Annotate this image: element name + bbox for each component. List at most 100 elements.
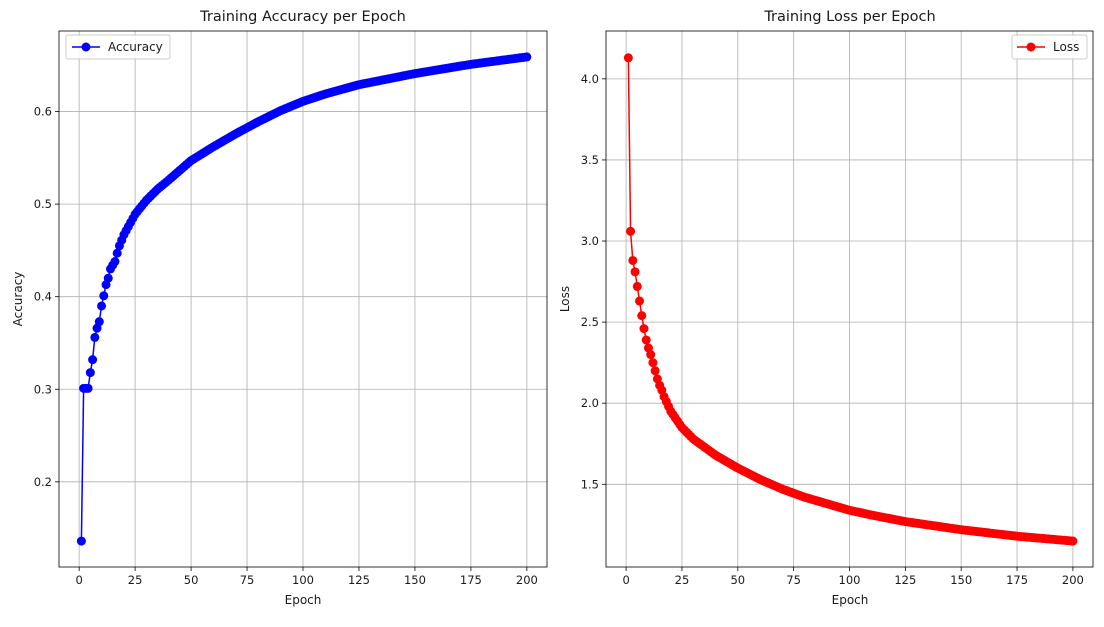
loss-y-tick: 3.5 xyxy=(581,153,606,167)
accuracy-x-tick-label: 100 xyxy=(292,573,314,587)
accuracy-y-tick-label: 0.6 xyxy=(34,105,52,119)
loss-y-ticks: 1.5 2.0 2.5 3.0 3.5 4.0 xyxy=(581,72,606,491)
accuracy-data-point xyxy=(85,368,95,378)
accuracy-data-point xyxy=(94,317,104,327)
accuracy-legend-box xyxy=(65,34,171,60)
loss-data-point xyxy=(628,255,638,265)
loss-y-tick: 1.5 xyxy=(581,477,606,491)
loss-data-point xyxy=(623,53,633,63)
loss-x-tick-label: 125 xyxy=(894,573,916,587)
loss-x-tick-label: 200 xyxy=(1062,573,1084,587)
accuracy-y-tick: 0.3 xyxy=(34,382,59,396)
accuracy-series xyxy=(76,52,532,546)
accuracy-x-tick-label: 25 xyxy=(128,573,143,587)
accuracy-data-point xyxy=(522,52,532,62)
loss-x-tick: 200 xyxy=(1062,567,1084,587)
accuracy-data-point xyxy=(97,301,107,311)
loss-y-tick-label: 1.5 xyxy=(581,477,599,491)
accuracy-y-tick-label: 0.3 xyxy=(34,382,52,396)
accuracy-data-point xyxy=(99,291,109,301)
loss-x-tick: 125 xyxy=(894,567,916,587)
accuracy-legend-label: Accuracy xyxy=(108,40,163,54)
accuracy-x-tick: 25 xyxy=(128,567,143,587)
accuracy-x-tick: 0 xyxy=(75,567,83,587)
accuracy-y-tick-label: 0.5 xyxy=(34,197,52,211)
accuracy-x-tick: 175 xyxy=(460,567,482,587)
loss-y-tick: 2.0 xyxy=(581,396,606,410)
accuracy-chart: 0 25 50 75 100 125 150 175 200 0.2 0.3 0.4 0.5 0.6 T… xyxy=(11,9,548,607)
loss-data-point xyxy=(648,358,658,368)
accuracy-data-point xyxy=(88,355,98,365)
accuracy-y-tick: 0.6 xyxy=(34,105,59,119)
loss-data-point xyxy=(641,335,651,345)
accuracy-x-axis-label: Epoch xyxy=(285,593,322,607)
loss-y-tick: 2.5 xyxy=(581,315,606,329)
loss-y-axis-label: Loss xyxy=(558,286,572,312)
accuracy-y-tick: 0.2 xyxy=(34,475,59,489)
loss-x-tick-label: 25 xyxy=(675,573,690,587)
loss-data-point xyxy=(637,311,647,321)
loss-y-tick-label: 2.0 xyxy=(581,396,599,410)
loss-legend-label: Loss xyxy=(1053,40,1079,54)
loss-grid xyxy=(606,31,1093,567)
accuracy-y-tick-label: 0.4 xyxy=(34,290,52,304)
loss-x-tick: 25 xyxy=(675,567,690,587)
loss-x-tick: 0 xyxy=(622,567,630,587)
loss-x-tick-label: 0 xyxy=(622,573,629,587)
loss-x-axis-label: Epoch xyxy=(832,593,869,607)
loss-chart: 0 25 50 75 100 125 150 175 200 1.5 2.0 2.5 3.0 3.5 4.… xyxy=(558,9,1094,607)
loss-data-point xyxy=(646,350,656,360)
loss-data-point xyxy=(650,366,660,376)
loss-y-tick-label: 4.0 xyxy=(581,72,599,86)
accuracy-x-tick-label: 125 xyxy=(348,573,370,587)
accuracy-y-ticks: 0.2 0.3 0.4 0.5 0.6 xyxy=(34,105,59,489)
loss-x-tick-label: 150 xyxy=(950,573,972,587)
accuracy-x-tick-label: 50 xyxy=(184,573,199,587)
loss-chart-title: Training Loss per Epoch xyxy=(763,9,935,25)
accuracy-y-tick: 0.5 xyxy=(34,197,59,211)
accuracy-y-tick: 0.4 xyxy=(34,290,59,304)
accuracy-x-tick-label: 0 xyxy=(75,573,82,587)
accuracy-y-axis-label: Accuracy xyxy=(11,272,25,327)
accuracy-data-point xyxy=(90,332,100,342)
loss-x-tick-label: 50 xyxy=(730,573,745,587)
loss-data-point xyxy=(1068,536,1078,546)
loss-x-tick: 175 xyxy=(1006,567,1028,587)
loss-data-point xyxy=(635,296,645,306)
accuracy-grid xyxy=(59,31,547,567)
loss-data-point xyxy=(632,281,642,291)
loss-x-tick: 100 xyxy=(839,567,861,587)
accuracy-y-tick-label: 0.2 xyxy=(34,475,52,489)
loss-x-tick: 50 xyxy=(730,567,745,587)
accuracy-legend-marker xyxy=(81,42,91,52)
accuracy-x-tick: 100 xyxy=(292,567,314,587)
loss-legend: Loss xyxy=(1011,34,1088,60)
loss-data-point xyxy=(639,324,649,334)
loss-data-point xyxy=(626,226,636,236)
accuracy-data-point xyxy=(110,257,120,267)
loss-y-tick: 3.0 xyxy=(581,234,606,248)
loss-x-ticks: 0 25 50 75 100 125 150 175 200 xyxy=(622,567,1084,587)
loss-y-tick-label: 3.5 xyxy=(581,153,599,167)
accuracy-x-tick-label: 175 xyxy=(460,573,482,587)
loss-x-tick-label: 100 xyxy=(839,573,861,587)
loss-series xyxy=(623,53,1078,546)
accuracy-data-point xyxy=(112,248,122,258)
loss-y-tick: 4.0 xyxy=(581,72,606,86)
accuracy-x-tick-label: 200 xyxy=(516,573,538,587)
loss-x-tick: 75 xyxy=(786,567,801,587)
accuracy-x-tick: 75 xyxy=(240,567,254,587)
accuracy-x-tick: 200 xyxy=(516,567,538,587)
loss-y-tick-label: 3.0 xyxy=(581,234,599,248)
loss-x-tick: 150 xyxy=(950,567,972,587)
accuracy-data-point xyxy=(103,273,113,283)
accuracy-x-ticks: 0 25 50 75 100 125 150 175 200 xyxy=(75,567,538,587)
loss-legend-marker xyxy=(1026,42,1036,52)
accuracy-data-point xyxy=(76,536,86,546)
loss-data-point xyxy=(630,267,640,277)
accuracy-x-tick: 50 xyxy=(184,567,199,587)
accuracy-x-tick: 150 xyxy=(404,567,426,587)
accuracy-chart-title: Training Accuracy per Epoch xyxy=(199,9,406,25)
accuracy-data-point xyxy=(83,383,93,393)
